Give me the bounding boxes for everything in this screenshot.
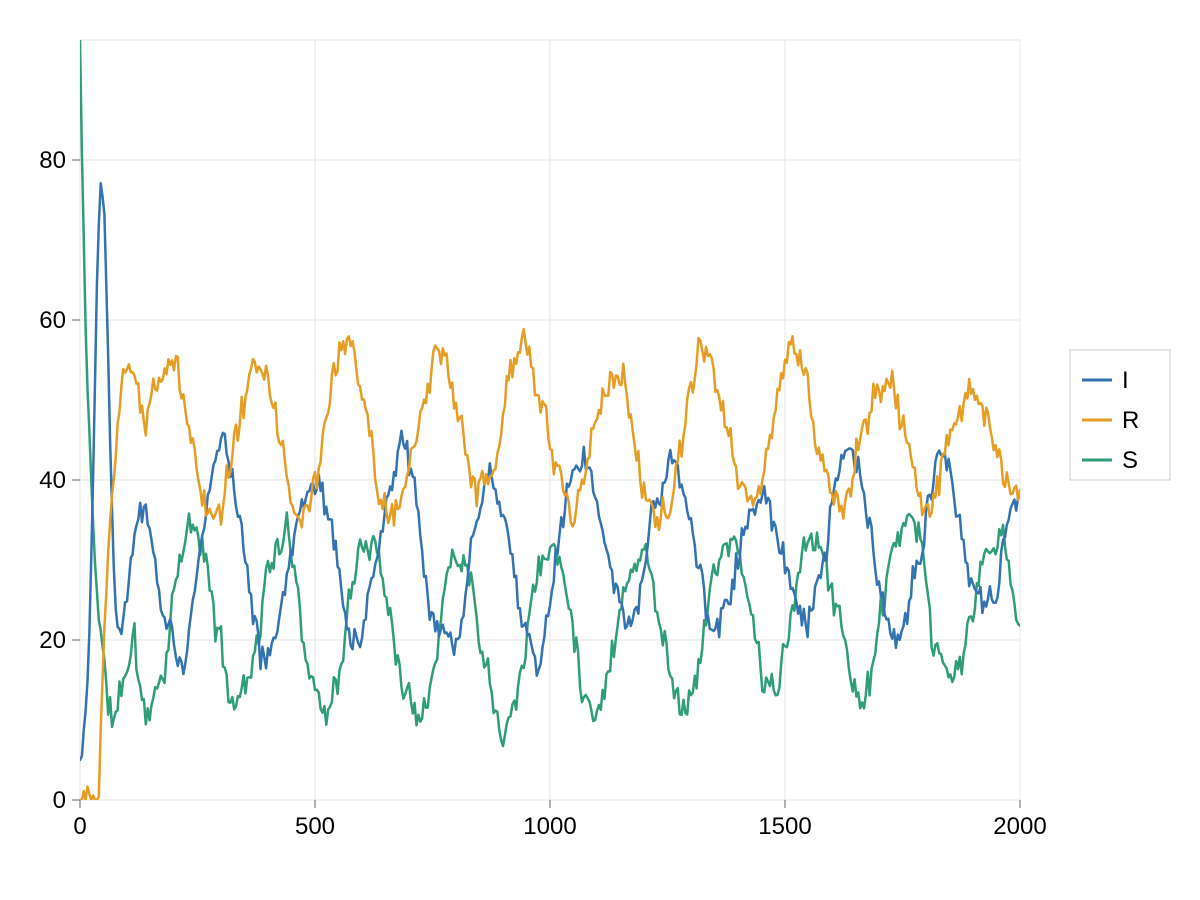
x-tick-label: 2000 [993, 813, 1046, 840]
x-tick-label: 1500 [758, 813, 811, 840]
legend-label: I [1122, 367, 1129, 394]
legend-label: R [1122, 407, 1139, 434]
y-tick-label: 20 [39, 627, 66, 654]
y-tick-label: 60 [39, 307, 66, 334]
sir-line-chart: 0 500 1000 1500 2000 0 20 40 60 80 IRS [0, 0, 1200, 900]
legend-label: S [1122, 447, 1138, 474]
y-tick-label: 80 [39, 147, 66, 174]
x-tick-label: 0 [73, 813, 86, 840]
y-tick-label: 0 [53, 787, 66, 814]
chart-container: 0 500 1000 1500 2000 0 20 40 60 80 IRS [0, 0, 1200, 900]
x-tick-label: 1000 [523, 813, 576, 840]
y-tick-label: 40 [39, 467, 66, 494]
legend: IRS [1070, 350, 1170, 480]
x-tick-label: 500 [295, 813, 335, 840]
